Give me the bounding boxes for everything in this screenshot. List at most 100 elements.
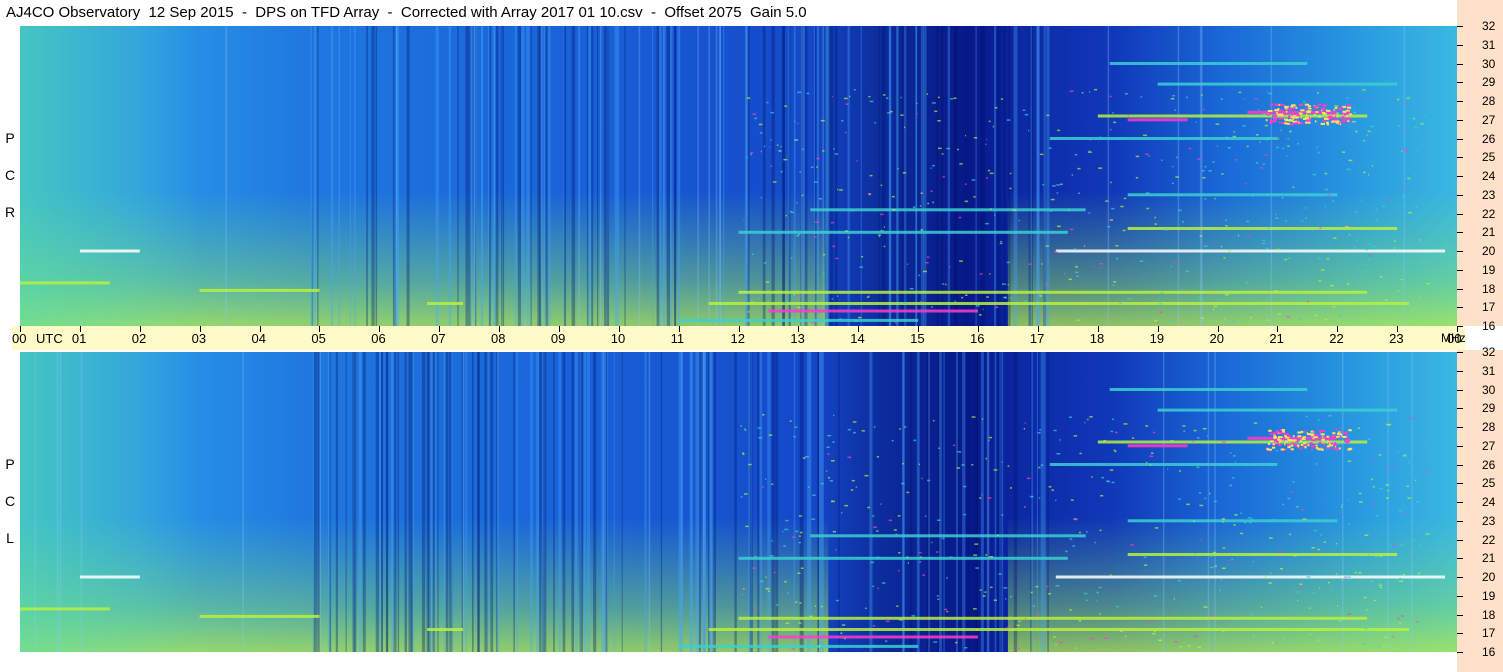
speckle [1348, 159, 1353, 162]
x-tick-label: 16 [970, 331, 985, 346]
signal-streak [1097, 114, 1368, 118]
interference-stripe [916, 26, 918, 326]
speckle [1419, 544, 1423, 546]
burst-pixel [1273, 435, 1277, 438]
speckle [1010, 595, 1013, 598]
burst-pixel [1286, 122, 1290, 125]
speckle [851, 479, 855, 482]
speckle [1371, 478, 1374, 481]
x-tick-mark [379, 326, 381, 332]
interference-stripe [345, 352, 347, 652]
y-tick-label: 24 [1482, 169, 1496, 183]
speckle [1411, 433, 1414, 435]
signal-streak [1127, 227, 1398, 230]
speckle [1040, 464, 1044, 466]
interference-stripe [860, 26, 862, 326]
speckle [1171, 182, 1174, 185]
speckle [961, 296, 964, 299]
interference-stripe [502, 26, 505, 326]
interference-stripe [813, 26, 816, 326]
signal-streak [1157, 82, 1398, 86]
speckle [1384, 580, 1389, 583]
x-tick-mark [139, 326, 141, 332]
interference-stripe [980, 26, 983, 326]
speckle [1288, 257, 1291, 260]
burst-pixel [1303, 430, 1306, 433]
interference-stripe [606, 26, 609, 326]
speckle [906, 491, 910, 494]
interference-stripe [830, 26, 834, 326]
burst-pixel [1298, 104, 1303, 107]
burst-pixel [1275, 114, 1278, 117]
speckle [798, 295, 802, 297]
speckle [780, 170, 783, 173]
speckle [850, 489, 854, 491]
speckle [925, 262, 929, 264]
speckle [768, 434, 773, 436]
speckle [750, 301, 754, 303]
speckle [924, 515, 927, 517]
burst-pixel [1320, 448, 1324, 451]
speckle [1418, 296, 1420, 299]
speckle [1197, 297, 1202, 299]
speckle [1252, 195, 1254, 198]
interference-stripe [474, 26, 477, 326]
speckle [1253, 634, 1255, 637]
speckle [1417, 572, 1421, 575]
speckle [881, 582, 886, 584]
speckle [784, 528, 789, 531]
speckle [1220, 622, 1223, 624]
speckle [1050, 198, 1055, 201]
signal-streak [768, 309, 978, 313]
interference-stripe [712, 352, 716, 652]
speckle [841, 512, 843, 514]
interference-stripe [575, 352, 578, 652]
speckle [1247, 517, 1252, 519]
speckle [1314, 314, 1318, 317]
interference-stripe [1029, 26, 1032, 326]
speckle [1213, 500, 1217, 503]
burst-pixel [1346, 109, 1350, 112]
interference-stripe [624, 26, 626, 326]
speckle [1127, 114, 1129, 117]
speckle [1363, 171, 1366, 174]
interference-stripe [904, 26, 907, 326]
speckle [1398, 509, 1403, 512]
burst-pixel [1267, 443, 1271, 445]
speckle [1327, 194, 1331, 196]
left-glow [20, 352, 200, 652]
burst-pixel [1288, 115, 1291, 118]
burst-pixel [1336, 114, 1339, 117]
speckle [1054, 251, 1058, 253]
interference-stripe [666, 26, 670, 326]
speckle [877, 587, 879, 590]
burst-pixel [1288, 445, 1291, 448]
interference-stripe [311, 26, 314, 326]
speckle [1296, 506, 1299, 508]
interference-stripe [674, 26, 676, 326]
speckle [1170, 98, 1175, 100]
speckle [1001, 461, 1003, 464]
interference-stripe [317, 352, 320, 652]
speckle [990, 208, 992, 210]
speckle [1101, 476, 1105, 479]
speckle [1324, 498, 1326, 500]
speckle [937, 519, 941, 521]
signal-streak [810, 208, 1086, 212]
speckle [801, 194, 804, 197]
y-tick-label: 24 [1482, 495, 1496, 509]
speckle [1354, 211, 1358, 213]
speckle [1378, 584, 1383, 587]
speckle [856, 160, 858, 162]
speckle [861, 430, 865, 432]
speckle [1308, 607, 1311, 609]
speckle [1318, 639, 1320, 641]
speckle [896, 605, 899, 607]
speckle [1213, 308, 1215, 311]
speckle [761, 580, 763, 583]
interference-stripe [782, 26, 785, 326]
speckle [1415, 206, 1418, 208]
speckle [1405, 101, 1409, 103]
speckle [979, 497, 982, 499]
interference-stripe [800, 352, 804, 652]
